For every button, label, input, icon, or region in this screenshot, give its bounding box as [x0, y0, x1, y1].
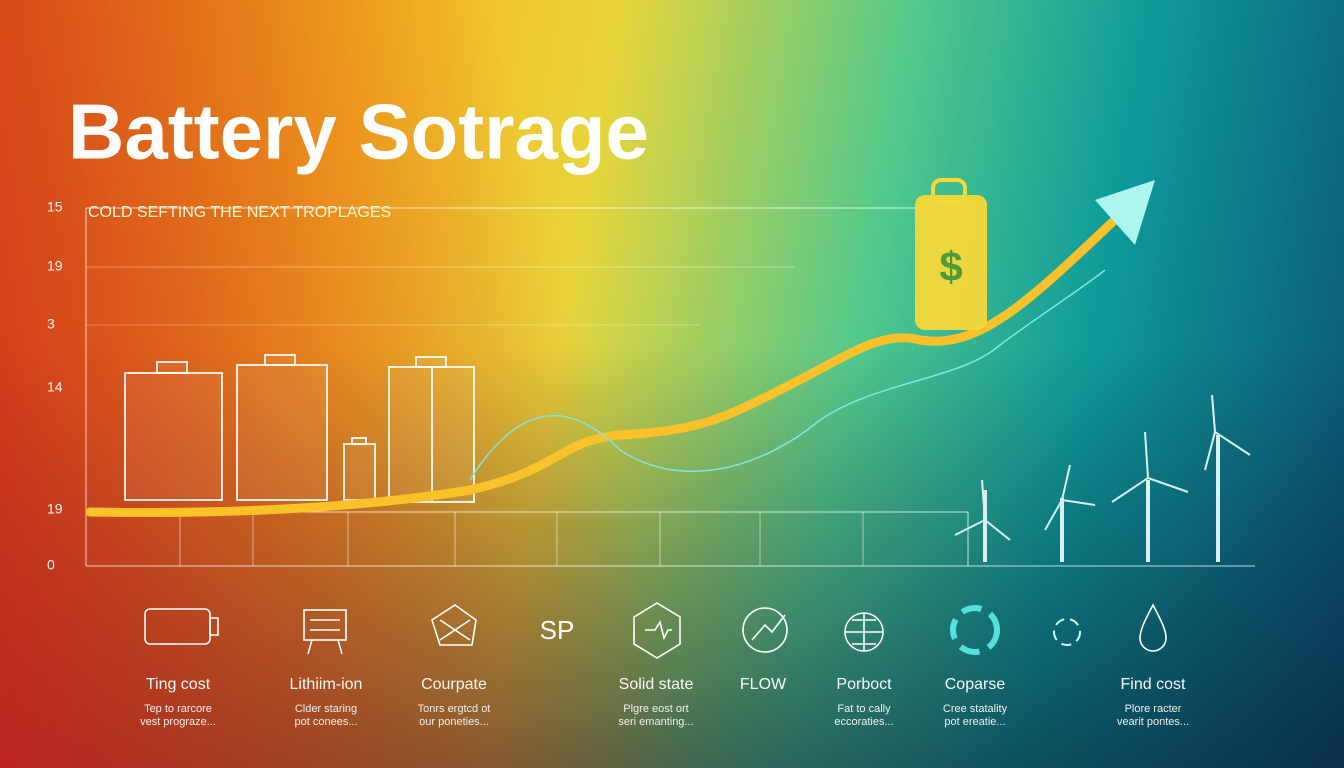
trend-curve: [85, 210, 1125, 518]
item-caption: eccoraties...: [834, 716, 893, 728]
item-label: Courpate: [421, 676, 487, 693]
price-tag: $: [915, 178, 987, 330]
axis-label: 0: [47, 557, 55, 573]
axis-label: 15: [47, 199, 63, 215]
axis-label: 19: [47, 258, 63, 274]
item-label: Porboct: [836, 676, 892, 693]
item-caption: Plore racter: [1125, 703, 1182, 715]
title: Battery Sotrage: [68, 88, 649, 176]
item-caption: Cree statality: [943, 703, 1008, 715]
axis-label: 14: [47, 379, 63, 395]
subtitle: COLD SEFTING THE NEXT TROPLAGES: [88, 204, 391, 221]
item-caption: our poneties...: [419, 716, 489, 728]
axis-label: 3: [47, 316, 55, 332]
axis-label: 19: [47, 501, 63, 517]
item-caption: Tonrs ergtcd ot: [418, 703, 491, 715]
icons: [144, 602, 1167, 659]
item-label: FLOW: [740, 676, 787, 693]
item-caption: Fat to cally: [837, 703, 891, 715]
item-caption: Clder staring: [295, 703, 357, 715]
icon-text: SP: [540, 615, 575, 645]
item-caption: pot ereatie...: [944, 716, 1005, 728]
batteries: [124, 354, 475, 503]
item-caption: vearit pontes...: [1117, 716, 1189, 728]
item-caption: vest prograze...: [140, 716, 216, 728]
item-label: Coparse: [945, 676, 1006, 693]
item-label: Ting cost: [146, 676, 211, 693]
item-caption: seri emanting...: [618, 716, 693, 728]
item-caption: Tep to rarcore: [144, 703, 212, 715]
wind-turbines: [954, 394, 1251, 562]
item-label: Lithiim-ion: [290, 676, 363, 693]
item-label: Find cost: [1121, 676, 1186, 693]
thin-curve: [469, 269, 1106, 481]
axis-labels: 15 19 3 14 19 0: [47, 199, 63, 573]
item-label: Solid state: [619, 676, 694, 693]
arrow-head: [1095, 180, 1155, 245]
tag-symbol: $: [939, 243, 962, 290]
item-caption: pot conees...: [295, 716, 358, 728]
item-caption: Plgre eost ort: [623, 703, 688, 715]
